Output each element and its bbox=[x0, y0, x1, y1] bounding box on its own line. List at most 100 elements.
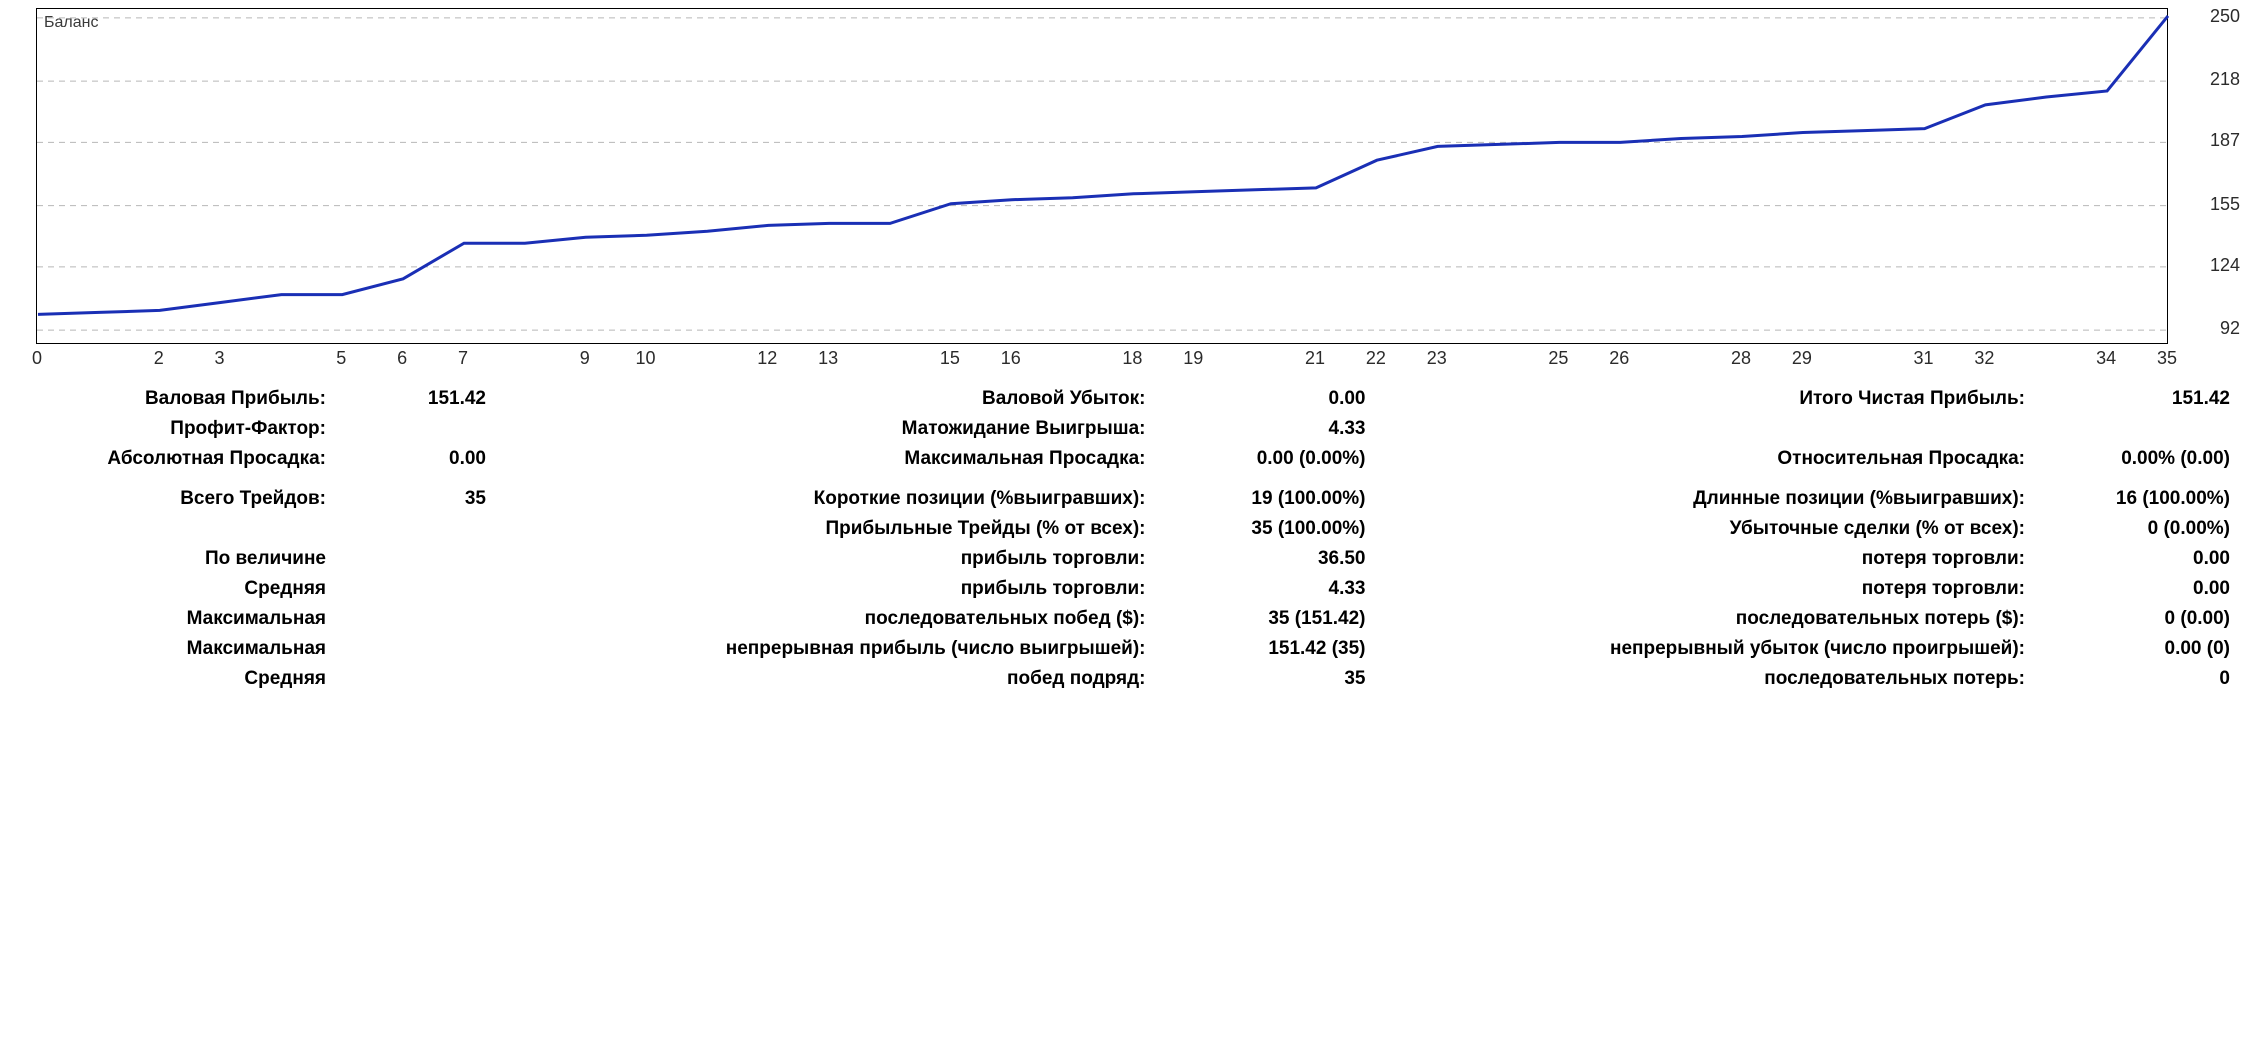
y-axis-tick: 124 bbox=[2210, 255, 2240, 276]
stat-value: 151.42 (35) bbox=[1156, 638, 1366, 660]
x-axis-tick: 25 bbox=[1548, 348, 1568, 369]
x-axis-tick: 16 bbox=[1001, 348, 1021, 369]
stat-label: Итого Чистая Прибыль: bbox=[1366, 388, 2036, 410]
stat-value: 151.42 bbox=[2035, 388, 2230, 410]
x-axis-tick: 12 bbox=[757, 348, 777, 369]
stat-value: 35 bbox=[336, 488, 486, 510]
stat-value: 0.00 bbox=[336, 448, 486, 470]
stat-label: Абсолютная Просадка: bbox=[16, 448, 336, 470]
x-axis-tick: 10 bbox=[636, 348, 656, 369]
stat-label: потеря торговли: bbox=[1366, 548, 2036, 570]
stat-value bbox=[336, 548, 486, 570]
table-row: Средняя побед подряд: 35 последовательны… bbox=[16, 668, 2230, 690]
stat-value: 0.00% (0.00) bbox=[2035, 448, 2230, 470]
x-axis-tick: 34 bbox=[2096, 348, 2116, 369]
stat-value: 0.00 bbox=[2035, 578, 2230, 600]
y-axis-tick: 92 bbox=[2220, 318, 2240, 339]
stat-label bbox=[16, 518, 336, 540]
stat-label: последовательных потерь ($): bbox=[1366, 608, 2036, 630]
stat-value bbox=[2035, 418, 2230, 440]
stat-value: 35 bbox=[1156, 668, 1366, 690]
x-axis-tick: 35 bbox=[2157, 348, 2177, 369]
stat-label: побед подряд: bbox=[486, 668, 1156, 690]
stat-value bbox=[336, 418, 486, 440]
stat-label: Профит-Фактор: bbox=[16, 418, 336, 440]
y-axis-tick: 250 bbox=[2210, 6, 2240, 27]
stat-value: 16 (100.00%) bbox=[2035, 488, 2230, 510]
stat-value: 151.42 bbox=[336, 388, 486, 410]
x-axis-tick: 31 bbox=[1914, 348, 1934, 369]
table-row: Прибыльные Трейды (% от всех): 35 (100.0… bbox=[16, 518, 2230, 540]
x-axis-tick: 26 bbox=[1609, 348, 1629, 369]
x-axis-tick: 21 bbox=[1305, 348, 1325, 369]
x-axis-tick: 29 bbox=[1792, 348, 1812, 369]
stat-label: Длинные позиции (%выигравших): bbox=[1366, 488, 2036, 510]
x-axis-tick: 7 bbox=[458, 348, 468, 369]
stat-label: потеря торговли: bbox=[1366, 578, 2036, 600]
stat-label: Всего Трейдов: bbox=[16, 488, 336, 510]
x-axis-tick: 18 bbox=[1122, 348, 1142, 369]
x-axis-tick: 23 bbox=[1427, 348, 1447, 369]
balance-chart: Баланс 921241551872182500235679101213151… bbox=[0, 0, 2246, 370]
stat-label: Средняя bbox=[16, 578, 336, 600]
stat-value: 0.00 (0.00%) bbox=[1156, 448, 1366, 470]
x-axis-tick: 15 bbox=[940, 348, 960, 369]
stat-label: последовательных побед ($): bbox=[486, 608, 1156, 630]
stat-label: Валовая Прибыль: bbox=[16, 388, 336, 410]
x-axis-tick: 22 bbox=[1366, 348, 1386, 369]
stat-value: 0 (0.00%) bbox=[2035, 518, 2230, 540]
stat-label: Прибыльные Трейды (% от всех): bbox=[486, 518, 1156, 540]
stat-label: Валовой Убыток: bbox=[486, 388, 1156, 410]
y-axis-tick: 218 bbox=[2210, 69, 2240, 90]
stat-value: 0 (0.00) bbox=[2035, 608, 2230, 630]
stat-label: последовательных потерь: bbox=[1366, 668, 2036, 690]
x-axis-tick: 19 bbox=[1183, 348, 1203, 369]
x-axis-tick: 6 bbox=[397, 348, 407, 369]
table-row: Средняя прибыль торговли: 4.33 потеря то… bbox=[16, 578, 2230, 600]
table-row: Максимальная последовательных побед ($):… bbox=[16, 608, 2230, 630]
x-axis-tick: 0 bbox=[32, 348, 42, 369]
table-row: Всего Трейдов: 35 Короткие позиции (%выи… bbox=[16, 488, 2230, 510]
stat-value bbox=[336, 608, 486, 630]
stat-value bbox=[336, 668, 486, 690]
stat-value: 35 (151.42) bbox=[1156, 608, 1366, 630]
stat-label: Матожидание Выигрыша: bbox=[486, 418, 1156, 440]
stat-value: 0 bbox=[2035, 668, 2230, 690]
stat-label: Средняя bbox=[16, 668, 336, 690]
stat-label: Короткие позиции (%выигравших): bbox=[486, 488, 1156, 510]
table-row: Абсолютная Просадка: 0.00 Максимальная П… bbox=[16, 448, 2230, 470]
stat-value: 4.33 bbox=[1156, 578, 1366, 600]
stat-value: 4.33 bbox=[1156, 418, 1366, 440]
stat-value bbox=[336, 578, 486, 600]
x-axis-tick: 32 bbox=[1974, 348, 1994, 369]
x-axis-tick: 28 bbox=[1731, 348, 1751, 369]
stat-label: Убыточные сделки (% от всех): bbox=[1366, 518, 2036, 540]
table-row: По величине прибыль торговли: 36.50 поте… bbox=[16, 548, 2230, 570]
x-axis-tick: 3 bbox=[215, 348, 225, 369]
y-axis-tick: 187 bbox=[2210, 130, 2240, 151]
stat-label: Максимальная bbox=[16, 638, 336, 660]
stat-label: Относительная Просадка: bbox=[1366, 448, 2036, 470]
stat-label: непрерывный убыток (число проигрышей): bbox=[1366, 638, 2036, 660]
stat-label: прибыль торговли: bbox=[486, 548, 1156, 570]
stat-value: 36.50 bbox=[1156, 548, 1366, 570]
x-axis-tick: 5 bbox=[336, 348, 346, 369]
table-row: Максимальная непрерывная прибыль (число … bbox=[16, 638, 2230, 660]
table-row: Профит-Фактор: Матожидание Выигрыша: 4.3… bbox=[16, 418, 2230, 440]
stat-value: 0.00 (0) bbox=[2035, 638, 2230, 660]
stat-label bbox=[1366, 418, 2036, 440]
stat-label: Максимальная bbox=[16, 608, 336, 630]
stat-value: 19 (100.00%) bbox=[1156, 488, 1366, 510]
stat-value: 0.00 bbox=[1156, 388, 1366, 410]
stats-table: Валовая Прибыль: 151.42 Валовой Убыток: … bbox=[0, 370, 2246, 690]
stat-value: 0.00 bbox=[2035, 548, 2230, 570]
stat-value bbox=[336, 518, 486, 540]
stat-label: прибыль торговли: bbox=[486, 578, 1156, 600]
x-axis-tick: 13 bbox=[818, 348, 838, 369]
x-axis-tick: 2 bbox=[154, 348, 164, 369]
stat-value bbox=[336, 638, 486, 660]
y-axis-tick: 155 bbox=[2210, 194, 2240, 215]
stat-value: 35 (100.00%) bbox=[1156, 518, 1366, 540]
x-axis-tick: 9 bbox=[580, 348, 590, 369]
stat-label: непрерывная прибыль (число выигрышей): bbox=[486, 638, 1156, 660]
